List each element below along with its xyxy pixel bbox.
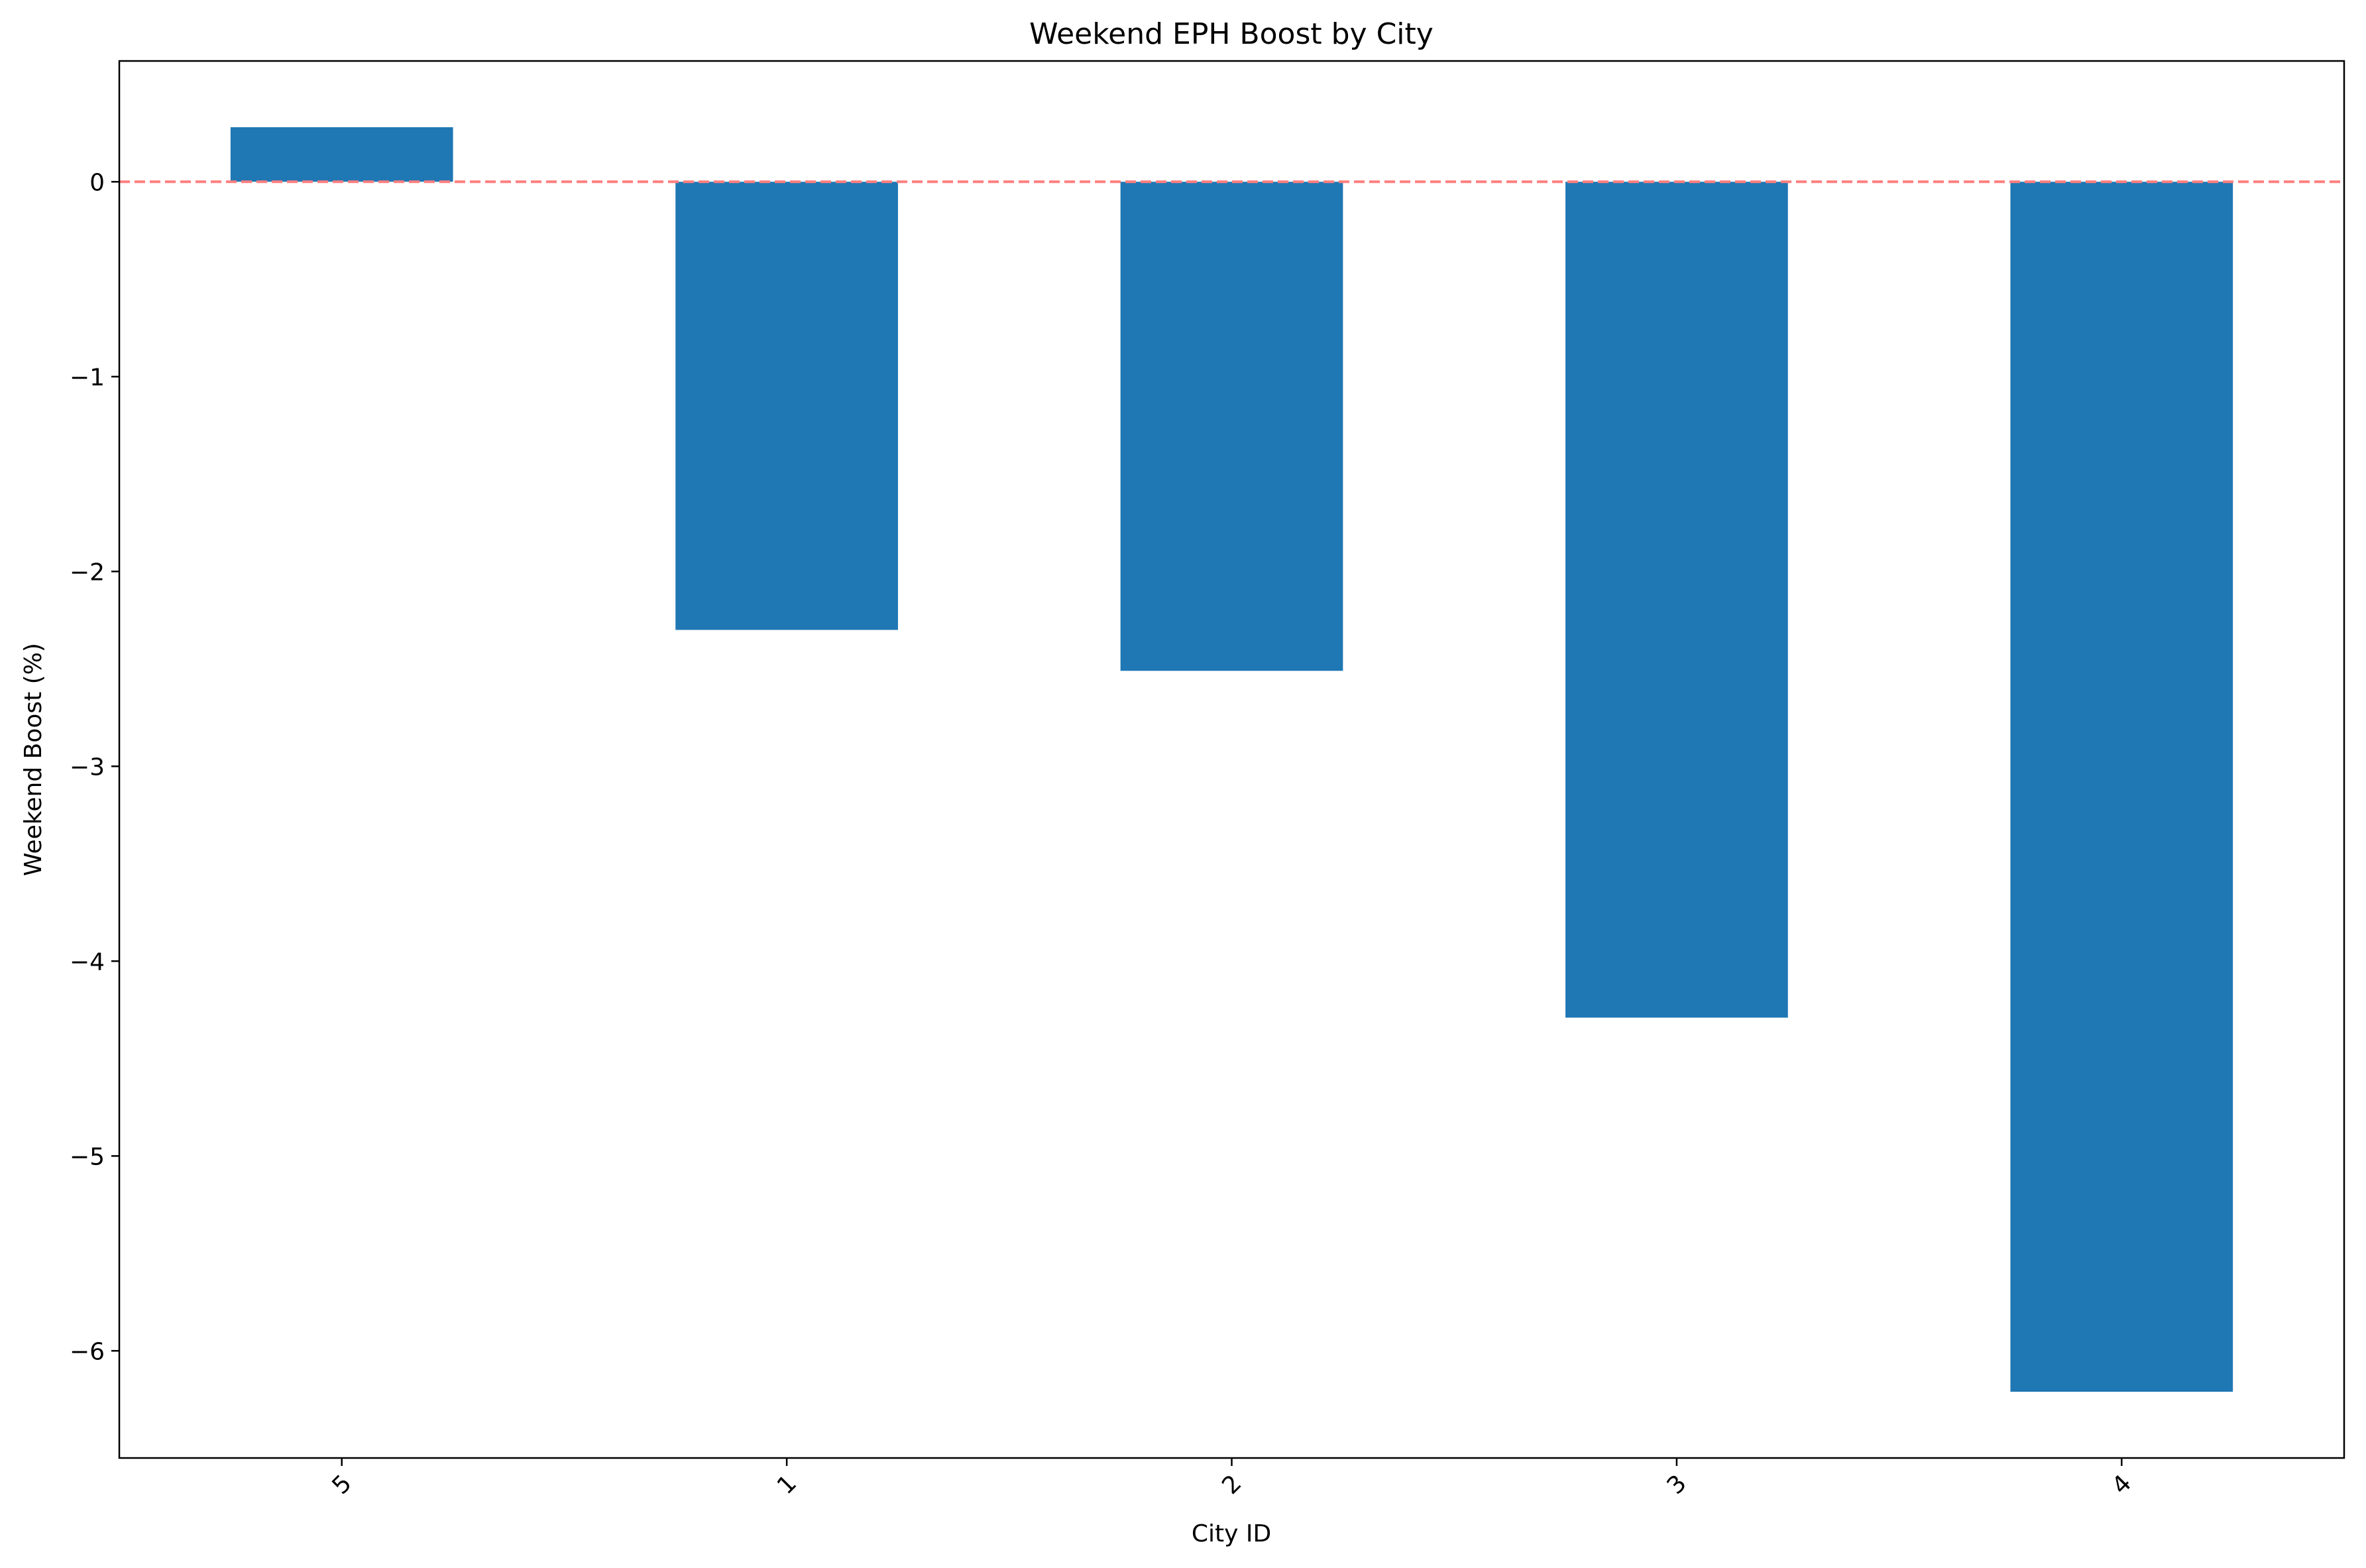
bar-group [230, 127, 2233, 1392]
y-tick-label: 0 [89, 169, 105, 196]
bar-city-3 [1565, 182, 1788, 1018]
bar-city-1 [675, 182, 898, 630]
y-tick-label: −1 [70, 364, 105, 391]
y-tick-label: −6 [70, 1338, 105, 1365]
chart-title: Weekend EPH Boost by City [1029, 17, 1434, 51]
y-axis-title: Weekend Boost (%) [20, 643, 47, 876]
bar-city-4 [2010, 182, 2233, 1392]
y-tick-label: −5 [70, 1143, 105, 1170]
bar-city-5 [230, 127, 453, 182]
y-axis-ticks: 0 −1 −2 −3 −4 −5 −6 [70, 169, 119, 1365]
y-tick-label: −2 [70, 559, 105, 586]
bar-city-2 [1120, 182, 1343, 671]
y-tick-label: −4 [70, 948, 105, 976]
y-tick-label: −3 [70, 754, 105, 781]
x-axis-title: City ID [1192, 1520, 1271, 1547]
